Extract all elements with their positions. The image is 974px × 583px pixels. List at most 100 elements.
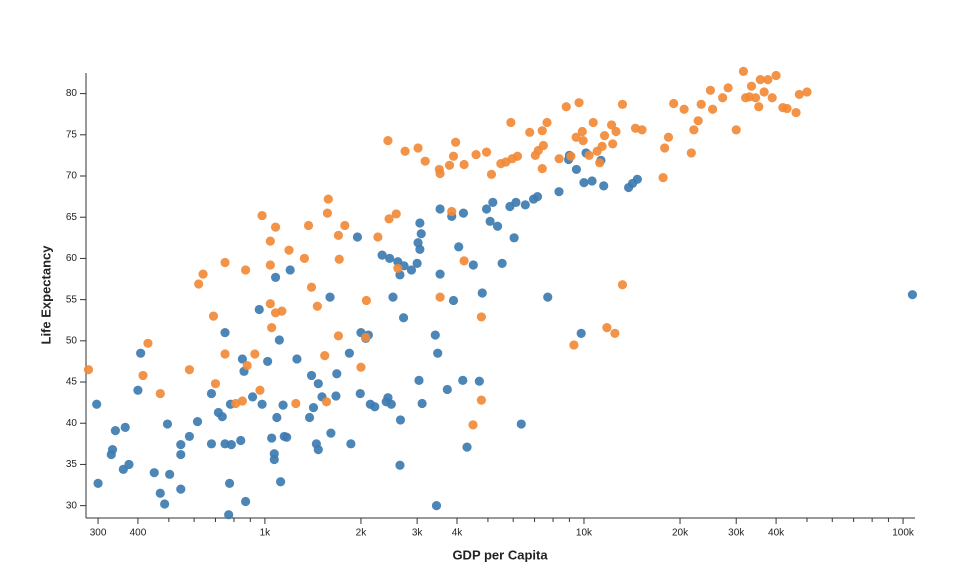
point [320, 351, 330, 361]
point [738, 66, 749, 76]
point [356, 362, 366, 372]
point [417, 398, 427, 409]
point [415, 218, 425, 228]
point [723, 83, 733, 93]
point [663, 132, 674, 142]
point [93, 478, 103, 488]
point [299, 253, 310, 264]
point [133, 385, 143, 395]
x-tick-label: 3k [412, 528, 424, 539]
x-tick-label: 20k [672, 528, 689, 539]
point [138, 370, 148, 381]
point [569, 340, 579, 350]
point [254, 304, 264, 315]
point [433, 348, 443, 358]
point [184, 431, 195, 442]
point [459, 256, 469, 266]
point [331, 391, 341, 401]
point [520, 200, 530, 210]
point [277, 306, 287, 316]
point [304, 412, 315, 423]
point [679, 104, 689, 114]
point [292, 354, 302, 364]
point [398, 313, 409, 323]
point [486, 169, 497, 179]
point [224, 478, 235, 488]
point [110, 426, 121, 436]
y-tick-label: 50 [66, 335, 78, 346]
point [236, 435, 246, 446]
point [907, 290, 918, 300]
point [346, 439, 356, 449]
point [415, 244, 425, 254]
point [406, 265, 417, 275]
point [373, 232, 383, 242]
point [578, 135, 588, 146]
point [257, 399, 267, 409]
point [321, 397, 332, 407]
point [361, 332, 371, 343]
point [306, 282, 317, 292]
point [313, 445, 323, 455]
point [511, 197, 521, 207]
point [210, 379, 221, 389]
point [587, 176, 597, 186]
x-tick-label: 30k [728, 528, 745, 539]
point [477, 288, 487, 298]
point [485, 216, 495, 226]
point [746, 81, 757, 91]
point [632, 174, 642, 184]
point [731, 125, 741, 135]
point [584, 150, 594, 161]
point [220, 257, 230, 268]
x-tick-label: 1k [260, 528, 272, 539]
point [430, 330, 440, 340]
point [755, 74, 765, 85]
point [462, 442, 472, 452]
point [333, 331, 344, 341]
y-tick-label: 70 [66, 171, 78, 182]
point [767, 93, 777, 103]
point [537, 126, 547, 136]
point [237, 396, 247, 406]
point [794, 89, 804, 100]
y-tick-label: 30 [66, 500, 78, 511]
point [165, 469, 175, 479]
point [361, 295, 371, 306]
point [602, 323, 612, 333]
point [686, 148, 696, 158]
point [176, 449, 186, 460]
point [308, 402, 319, 413]
point [383, 135, 393, 146]
point [435, 168, 445, 179]
point [208, 311, 219, 321]
point [577, 126, 587, 137]
point [162, 419, 173, 429]
y-axis-title: Life Expectancy [38, 245, 53, 345]
point [284, 245, 294, 255]
x-tick-label: 4k [452, 528, 464, 539]
point [269, 454, 279, 465]
point [448, 295, 459, 306]
point [255, 385, 265, 395]
point [355, 388, 365, 399]
point [155, 488, 165, 498]
x-axis-title: GDP per Capita [452, 547, 548, 562]
point [285, 265, 295, 275]
point [282, 432, 292, 442]
point [599, 181, 609, 191]
y-tick-label: 35 [66, 459, 78, 470]
point [696, 99, 706, 109]
point [617, 99, 628, 109]
point [617, 280, 628, 290]
point [274, 335, 284, 345]
point [416, 229, 426, 239]
point [240, 265, 251, 275]
point [413, 143, 423, 153]
point [750, 93, 761, 103]
point [194, 279, 204, 289]
point [791, 107, 801, 118]
point [265, 260, 275, 270]
point [705, 85, 715, 95]
